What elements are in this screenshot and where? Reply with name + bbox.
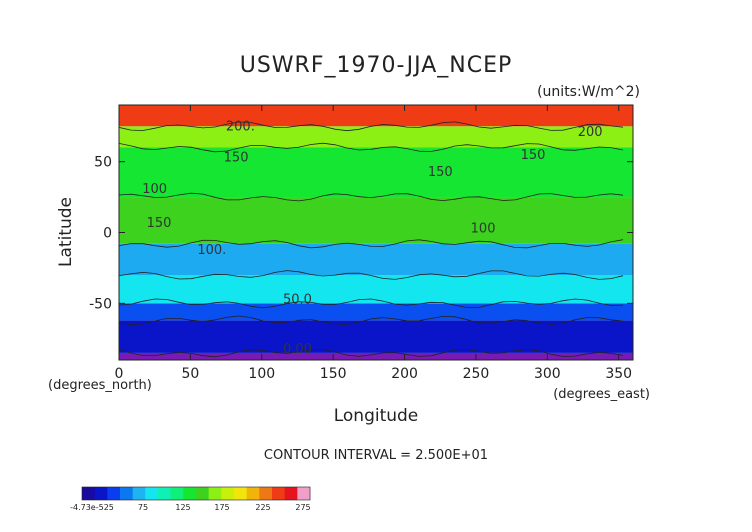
colorbar-swatch-4: [132, 487, 146, 500]
colorbar-swatch-13: [246, 487, 260, 500]
contour-line-5: [118, 239, 624, 249]
contour-line-3: [118, 298, 624, 309]
band-7: [119, 126, 633, 148]
contour-interval-label: CONTOUR INTERVAL = 2.500E+01: [264, 448, 488, 463]
x-tick-label-3: 150: [320, 366, 347, 382]
colorbar-tick-labels: -4.73e-525 75 125 175 225 275: [70, 503, 311, 512]
band-8: [119, 105, 633, 127]
colorbar-swatch-14: [259, 487, 273, 500]
colorbar-swatch-7: [170, 487, 184, 500]
band-0: [119, 352, 633, 360]
band-6: [119, 147, 633, 198]
x-tick-label-5: 250: [463, 366, 490, 382]
units-label: (units:W/m^2): [537, 84, 640, 100]
colorbar-swatch-1: [94, 487, 108, 500]
y-axis-title: Latitude: [56, 197, 76, 267]
colorbar-tick-1: 75: [138, 503, 148, 512]
contour-label-5: 150: [147, 216, 172, 231]
colorbar-swatch-11: [221, 487, 235, 500]
contour-line-8: [118, 121, 624, 132]
x-tick-label-7: 350: [605, 366, 632, 382]
x-tick-label-4: 200: [391, 366, 418, 382]
contour-line-1: [118, 348, 624, 358]
y-tick-label-1: 0: [103, 226, 112, 242]
band-1: [119, 320, 633, 353]
colorbar-swatch-10: [208, 487, 222, 500]
contour-line-7: [118, 142, 624, 153]
contour-label-1: 200: [578, 125, 603, 140]
plot-area: [119, 105, 633, 360]
contour-labels: 200. 200 150 150 150 150 100 100. 100 50.0 0.00: [142, 120, 602, 357]
band-4: [119, 243, 633, 275]
band-3: [119, 275, 633, 304]
colorbar-tick-3: 175: [214, 503, 229, 512]
colorbar-frame: [81, 486, 311, 501]
band-2: [119, 303, 633, 321]
x-tick-label-2: 100: [248, 366, 275, 382]
y-tick-label-0: 50: [94, 155, 112, 171]
colorbar-tick-5: 275: [295, 503, 310, 512]
colorbar-swatch-6: [158, 487, 172, 500]
y-tick-label-2: -50: [89, 296, 112, 312]
colorbar-tick-4: 225: [255, 503, 270, 512]
chart-title: USWRF_1970-JJA_NCEP: [240, 53, 513, 78]
contour-label-0: 200.: [226, 120, 255, 135]
contour-lines: [118, 121, 624, 358]
contour-line-4: [118, 270, 624, 280]
colorbar-swatch-8: [183, 487, 197, 500]
x-unit-label: (degrees_east): [553, 387, 650, 402]
x-tick-label-6: 300: [534, 366, 561, 382]
contour-label-9: 50.0: [283, 292, 312, 307]
y-axis-ticks: 50 0 -50: [89, 155, 633, 312]
colorbar-swatch-16: [284, 487, 298, 500]
colorbar-swatch-15: [272, 487, 286, 500]
contour-label-8: 100: [471, 222, 496, 237]
colorbar-swatch-0: [82, 487, 96, 500]
x-axis-title: Longitude: [334, 406, 419, 426]
contour-label-4: 150: [428, 165, 453, 180]
colorbar-swatch-3: [120, 487, 134, 500]
x-tick-label-0: 0: [115, 366, 124, 382]
band-5: [119, 197, 633, 244]
colorbar: [81, 486, 311, 501]
contour-label-10: 0.00: [283, 342, 312, 357]
contour-label-7: 100.: [197, 243, 226, 258]
contour-label-6: 100: [142, 182, 167, 197]
colorbar-swatch-12: [234, 487, 248, 500]
x-tick-label-1: 50: [181, 366, 199, 382]
colorbar-swatch-9: [196, 487, 210, 500]
contour-label-3: 150: [521, 148, 546, 163]
colorbar-tick-2: 125: [175, 503, 190, 512]
colorbar-swatch-2: [107, 487, 121, 500]
y-unit-label: (degrees_north): [48, 378, 152, 393]
colorbar-tick-0: -4.73e-525: [70, 503, 114, 512]
contour-line-2: [118, 315, 624, 326]
colorbar-swatch-17: [297, 487, 311, 500]
contour-line-6: [118, 192, 624, 202]
colorbar-swatch-5: [145, 487, 159, 500]
x-axis-ticks: 0 50 100 150 200 250 300 350: [115, 105, 632, 382]
contour-label-2: 150: [224, 151, 249, 166]
